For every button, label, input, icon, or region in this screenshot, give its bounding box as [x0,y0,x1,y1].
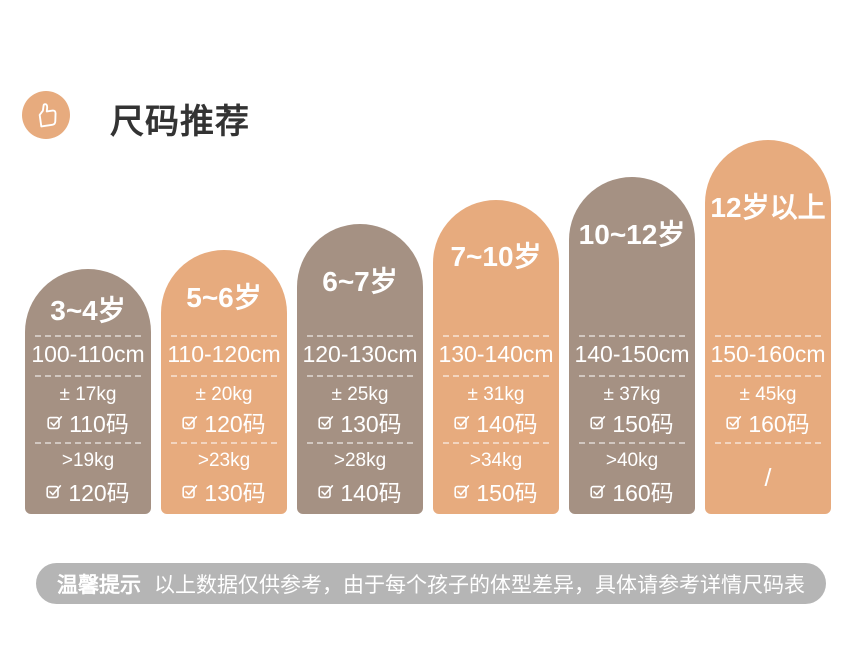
age-label: 6~7岁 [322,266,398,297]
height-range: 100-110cm [31,341,145,367]
size-card-info: 150-160cm ± 45kg 160码 / [705,330,831,514]
dashed-divider [579,375,685,377]
weight-reference: >28kg [333,450,387,471]
dashed-divider [35,375,141,377]
height-range: 150-160cm [710,341,826,367]
notice-text: 以上数据仅供参考，由于每个孩子的体型差异，具体请参考详情尺码表 [154,573,805,597]
age-label: 10~12岁 [578,219,686,250]
weight-reference: ± 31kg [467,384,525,405]
size-label: 150码 [476,480,538,506]
size-card-info: 140-150cm ± 37kg 150码 >40kg 160码 [569,330,695,514]
checkbox-icon [318,483,334,499]
dashed-divider [443,335,549,337]
notice-label: 温馨提示 [57,573,141,597]
checkbox-icon [46,483,62,499]
age-label: 3~4岁 [50,295,126,326]
height-range: 110-120cm [167,341,281,367]
notice-banner: 温馨提示 以上数据仅供参考，由于每个孩子的体型差异，具体请参考详情尺码表 [36,563,826,604]
size-card-6-7: 6~7岁 120-130cm ± 25kg 130码 >28kg 140码 [297,224,423,514]
size-recommendation: 140码 [433,406,559,438]
no-size-slash: / [764,464,772,492]
size-label: 130码 [204,480,266,506]
size-recommendation: 130码 [297,406,423,438]
size-recommendation: 130码 [161,474,287,508]
size-recommendation: 120码 [161,406,287,438]
page-title: 尺码推荐 [110,103,250,141]
size-recommendation: 110码 [25,406,151,438]
checkbox-icon [590,483,606,499]
size-label: 130码 [340,411,402,437]
weight-reference: ± 17kg [59,384,117,405]
dashed-divider [443,375,549,377]
weight-reference: >40kg [605,450,659,471]
checkbox-icon [182,483,198,499]
size-label: 120码 [204,411,266,437]
dashed-divider [307,442,413,444]
height-range: 140-150cm [574,341,690,367]
size-label: 110码 [69,411,129,437]
checkbox-icon [318,414,334,430]
size-card-12-plus: 12岁以上 150-160cm ± 45kg 160码 / [705,140,831,514]
size-recommendation: 150码 [433,474,559,508]
checkbox-icon [454,483,470,499]
dashed-divider [579,442,685,444]
size-card-info: 130-140cm ± 31kg 140码 >34kg 150码 [433,330,559,514]
size-label: 160码 [748,411,810,437]
size-card-5-6: 5~6岁 110-120cm ± 20kg 120码 >23kg 130码 [161,250,287,514]
weight-reference: >34kg [469,450,523,471]
height-range: 130-140cm [438,341,554,367]
size-card-10-12: 10~12岁 140-150cm ± 37kg 150码 >40kg 160码 [569,177,695,514]
size-recommendation: 150码 [569,406,695,438]
weight-reference: >23kg [197,450,251,471]
dashed-divider [171,335,277,337]
size-recommendation: 160码 [569,474,695,508]
size-card-info: 100-110cm ± 17kg 110码 >19kg 120码 [25,330,151,514]
weight-reference: ± 20kg [195,384,253,405]
size-label: 120码 [68,480,130,506]
age-label: 5~6岁 [186,282,262,313]
thumbs-up-icon [22,91,70,139]
dashed-divider [171,442,277,444]
age-label: 7~10岁 [450,241,542,272]
dashed-divider [307,335,413,337]
dashed-divider [307,375,413,377]
size-card-7-10: 7~10岁 130-140cm ± 31kg 140码 >34kg 150码 [433,200,559,514]
checkbox-icon [726,414,742,430]
age-label: 12岁以上 [710,192,826,223]
dashed-divider [171,375,277,377]
weight-reference: ± 25kg [331,384,389,405]
weight-reference: ± 37kg [603,384,661,405]
size-recommendation: 160码 [705,406,831,438]
dashed-divider [579,335,685,337]
checkbox-icon [454,414,470,430]
size-card-3-4: 3~4岁 100-110cm ± 17kg 110码 >19kg 120码 [25,269,151,514]
size-recommendation: 120码 [25,474,151,508]
weight-reference: ± 45kg [739,384,797,405]
size-label: 140码 [476,411,538,437]
dashed-divider [35,442,141,444]
size-label: 140码 [340,480,402,506]
dashed-divider [715,375,821,377]
dashed-divider [715,335,821,337]
dashed-divider [443,442,549,444]
size-recommendation: 140码 [297,474,423,508]
height-range: 120-130cm [302,341,418,367]
checkbox-icon [590,414,606,430]
checkbox-icon [47,414,63,430]
size-card-info: 110-120cm ± 20kg 120码 >23kg 130码 [161,330,287,514]
checkbox-icon [182,414,198,430]
size-card-info: 120-130cm ± 25kg 130码 >28kg 140码 [297,330,423,514]
dashed-divider [715,442,821,444]
size-label: 150码 [612,411,674,437]
dashed-divider [35,335,141,337]
size-label: 160码 [612,480,674,506]
weight-reference: >19kg [61,450,115,471]
